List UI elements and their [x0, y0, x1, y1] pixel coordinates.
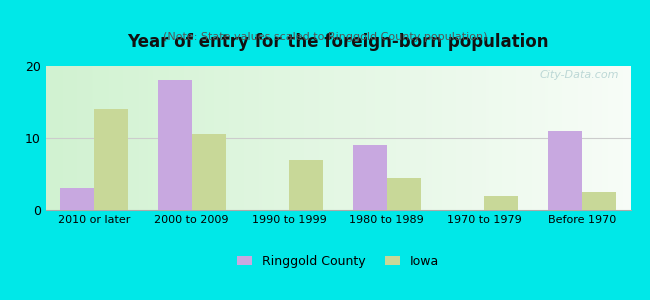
Bar: [157, 80, 192, 210]
Bar: [60, 188, 94, 210]
Legend: Ringgold County, Iowa: Ringgold County, Iowa: [232, 250, 444, 273]
Bar: [484, 196, 519, 210]
Bar: [387, 178, 421, 210]
Title: Year of entry for the foreign-born population: Year of entry for the foreign-born popul…: [127, 33, 549, 51]
Text: (Note: State values scaled to Ringgold County population): (Note: State values scaled to Ringgold C…: [162, 32, 488, 41]
Bar: [192, 134, 226, 210]
Bar: [353, 145, 387, 210]
Bar: [547, 131, 582, 210]
Bar: [582, 192, 616, 210]
Bar: [94, 109, 129, 210]
Text: City-Data.com: City-Data.com: [540, 70, 619, 80]
Bar: [289, 160, 324, 210]
